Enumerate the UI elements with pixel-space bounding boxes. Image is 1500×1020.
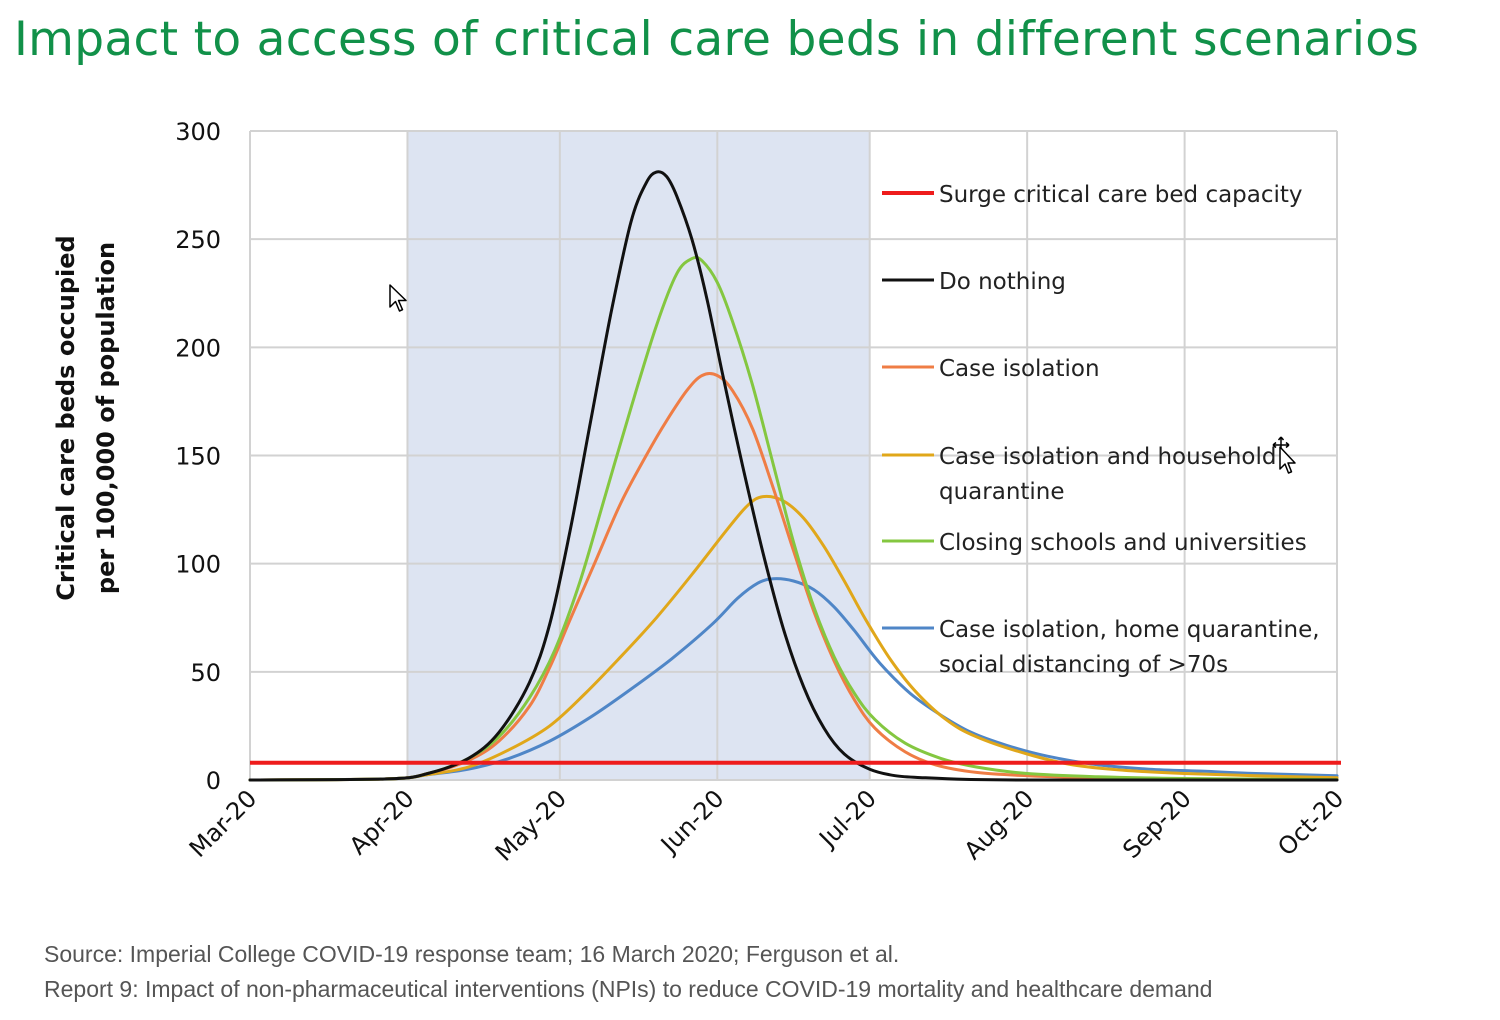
x-axis-tick-labels: Mar-20 Apr-20 May-20 Jun-20 Jul-20 Aug-20 Sep-…	[184, 784, 1349, 866]
horizontal-gridlines	[250, 130, 1337, 781]
legend-label: social distancing of >70s	[939, 652, 1228, 678]
y-axis-label-line: per 100,000 of population	[92, 242, 120, 594]
y-tick-label: 200	[175, 334, 221, 362]
x-tick-label: Sep-20	[1117, 784, 1197, 864]
legend-item: Case isolation	[882, 356, 1100, 382]
legend-label: Do nothing	[939, 269, 1066, 295]
y-tick-label: 150	[175, 443, 221, 471]
x-tick-label: Apr-20	[344, 784, 420, 860]
x-tick-label: Jun-20	[654, 784, 729, 859]
y-tick-label: 250	[175, 226, 221, 254]
mouse-pointer-icon	[389, 284, 407, 312]
legend-item: Surge critical care bed capacity	[882, 182, 1303, 208]
y-axis-tick-labels: 0 50 100 150 200 250 300	[175, 118, 221, 795]
x-tick-label: Oct-20	[1272, 784, 1349, 861]
x-tick-label: Mar-20	[184, 784, 262, 862]
y-tick-label: 0	[206, 767, 221, 795]
source-line-1: Source: Imperial College COVID-19 respon…	[44, 941, 900, 967]
x-tick-label: May-20	[490, 784, 572, 866]
y-tick-label: 300	[175, 118, 221, 146]
source-citation: Source: Imperial College COVID-19 respon…	[44, 937, 1212, 1007]
move-cursor-icon	[1272, 436, 1296, 474]
y-tick-label: 50	[190, 659, 221, 687]
legend-item: Case isolation and household quarantine	[882, 444, 1276, 505]
series-line-do-nothing	[248, 170, 1339, 782]
y-tick-label: 100	[175, 551, 221, 579]
series-line-case-isolation	[248, 372, 1339, 782]
legend-label: Case isolation	[939, 356, 1100, 382]
x-tick-label: Jul-20	[813, 784, 882, 853]
legend-label: Case isolation and household	[939, 444, 1276, 470]
legend-item: Case isolation, home quarantine, social d…	[882, 617, 1320, 678]
y-axis-label-line: Critical care beds occupied	[52, 235, 80, 600]
legend-label: quarantine	[939, 479, 1065, 505]
source-line-2: Report 9: Impact of non-pharmaceutical i…	[44, 976, 1213, 1002]
chart: 0 50 100 150 200 250 300 Mar-20 Apr-20 May-20 Jun…	[52, 118, 1349, 867]
page-title: Impact to access of critical care beds i…	[14, 12, 1420, 67]
legend: Surge critical care bed capacity Do nothi…	[882, 182, 1320, 678]
legend-label: Surge critical care bed capacity	[939, 182, 1303, 208]
legend-label: Case isolation, home quarantine,	[939, 617, 1320, 643]
y-axis-label: Critical care beds occupied per 100,000 o…	[52, 235, 120, 600]
legend-item: Do nothing	[882, 269, 1066, 295]
x-tick-label: Aug-20	[959, 784, 1040, 865]
legend-label: Closing schools and universities	[939, 530, 1307, 556]
legend-item: Closing schools and universities	[882, 530, 1307, 556]
